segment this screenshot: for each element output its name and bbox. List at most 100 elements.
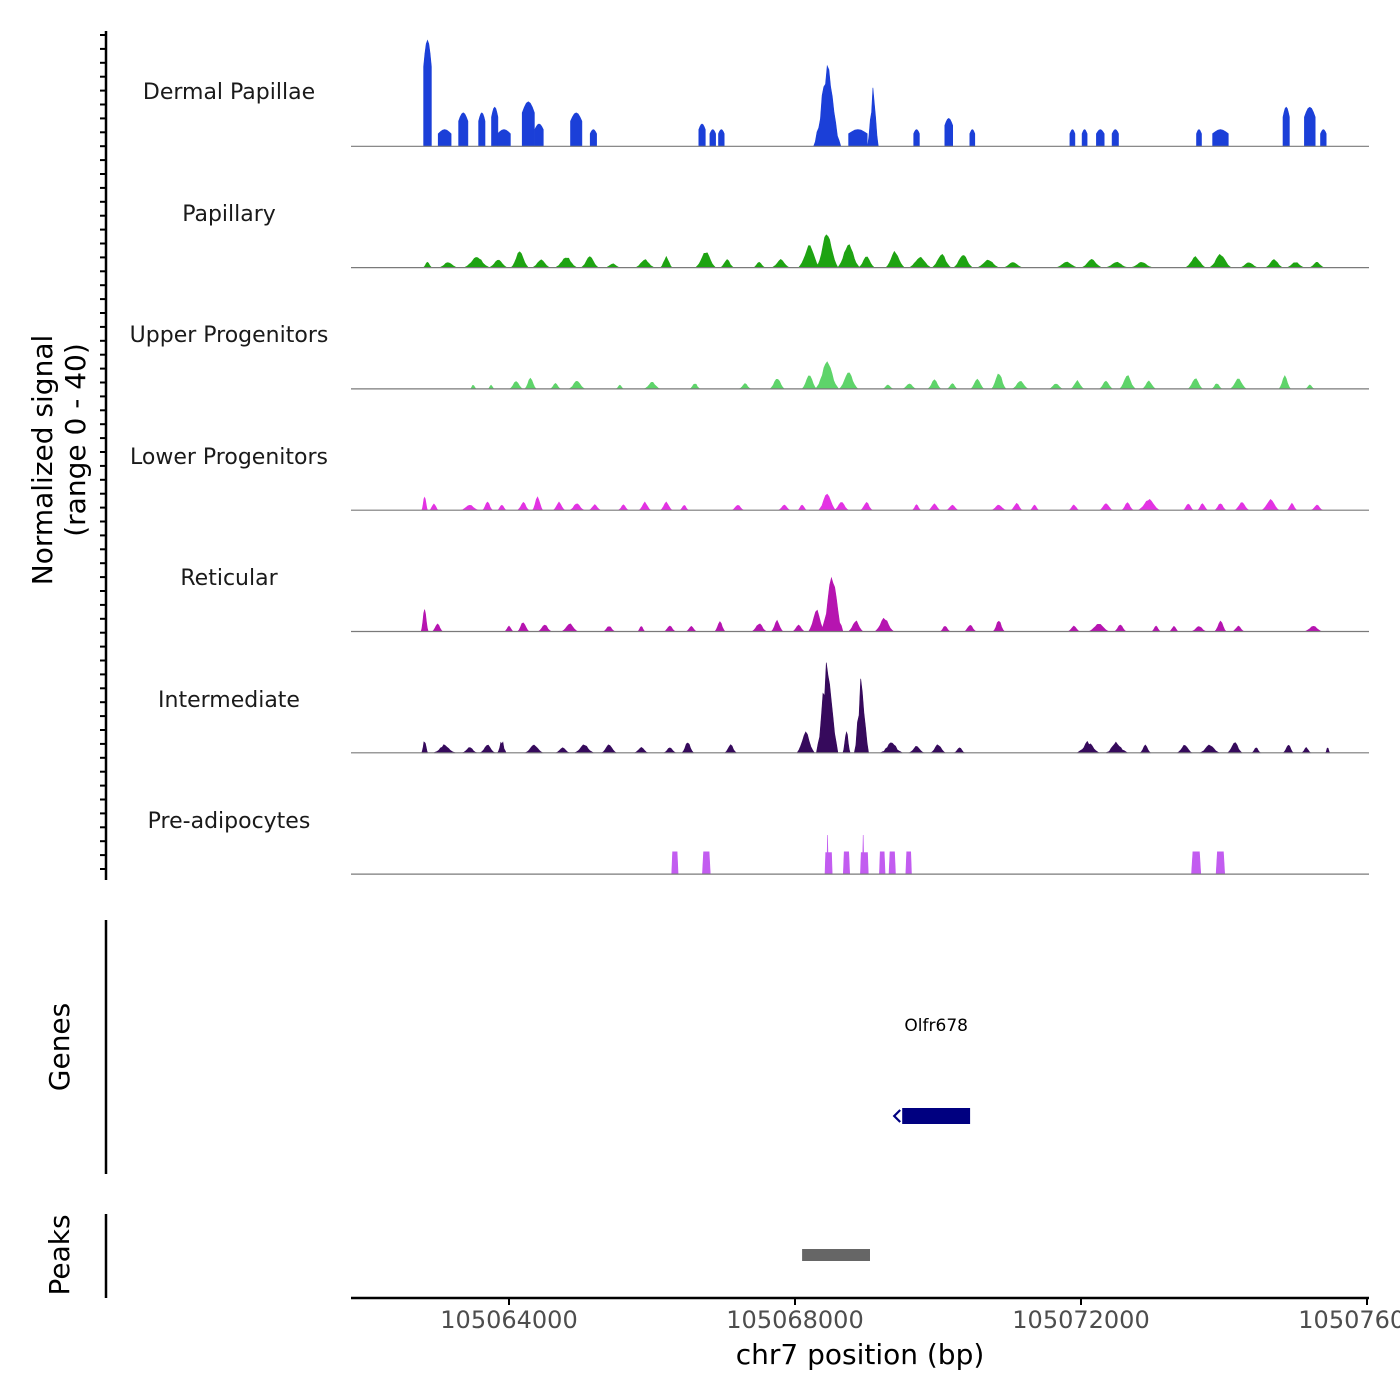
coverage-peak — [1118, 375, 1136, 390]
coverage-peak — [663, 625, 677, 632]
coverage-peak — [908, 745, 925, 754]
coverage-peak — [1210, 383, 1223, 390]
coverage-peak — [659, 501, 673, 511]
coverage-peak — [617, 504, 630, 511]
track-papillary — [351, 234, 1369, 269]
coverage-peak — [719, 259, 735, 268]
coverage-peak — [953, 747, 966, 754]
coverage-peak — [1286, 502, 1298, 511]
track-label-lower-progenitors: Lower Progenitors — [130, 445, 328, 470]
genes-panel-title: Genes — [43, 1003, 76, 1091]
coverage-peak — [433, 744, 456, 754]
coverage-peak — [1231, 625, 1246, 632]
x-tick-label: 105072000 — [1012, 1306, 1149, 1334]
coverage-peak — [479, 744, 496, 754]
coverage-peak — [724, 744, 738, 754]
coverage-peak — [560, 623, 579, 632]
coverage-peak — [634, 259, 656, 268]
coverage-peak — [589, 129, 597, 147]
coverage-peak — [508, 381, 524, 390]
coverage-peak — [702, 851, 711, 875]
coverage-peak — [1264, 259, 1284, 268]
coverage-peak — [491, 106, 499, 147]
coverage-peak — [678, 505, 690, 511]
coverage-peak — [815, 361, 840, 390]
x-axis-title: chr7 position (bp) — [736, 1338, 985, 1371]
coverage-peak — [1196, 129, 1202, 147]
coverage-peak — [1282, 744, 1295, 754]
coverage-peak — [1215, 851, 1226, 875]
coverage-peak — [663, 747, 677, 754]
gene-label: Olfr678 — [904, 1016, 968, 1036]
track-label-upper-progenitors: Upper Progenitors — [130, 323, 329, 348]
coverage-peak — [815, 234, 839, 268]
coverage-peak — [1324, 747, 1331, 754]
coverage-peak — [497, 741, 507, 754]
coverage-peak — [977, 259, 999, 268]
coverage-peak — [461, 504, 479, 511]
coverage-peak — [821, 576, 844, 632]
coverage-peak — [681, 742, 695, 754]
coverage-peak — [867, 87, 879, 147]
track-label-dermal-papillae: Dermal Papillae — [143, 80, 315, 105]
coverage-peak — [1139, 744, 1152, 754]
coverage-peak — [874, 617, 895, 632]
y-axis-title-line1: Normalized signal — [26, 335, 59, 586]
coverage-peak — [879, 742, 904, 754]
x-axis-ticks: 105064000 105068000 105072000 105076000 — [440, 1298, 1400, 1334]
coverage-peak — [685, 625, 698, 632]
coverage-peak — [1208, 253, 1232, 268]
coverage-peak — [848, 129, 868, 147]
coverage-peak — [1003, 262, 1023, 268]
coverage-peak — [879, 851, 886, 875]
coverage-peak — [1278, 375, 1292, 390]
coverage-peak — [939, 625, 952, 632]
coverage-peak — [600, 744, 618, 754]
coverage-peak — [797, 504, 808, 511]
coverage-peak — [797, 245, 821, 268]
coverage-peak — [1282, 106, 1290, 147]
coverage-peak — [1191, 626, 1207, 632]
coverage-peak — [462, 747, 477, 754]
coverage-peak — [1088, 623, 1110, 632]
x-tick-label: 105064000 — [440, 1306, 577, 1334]
coverage-peak — [464, 257, 491, 268]
coverage-peak — [860, 501, 873, 511]
coverage-peak — [1111, 129, 1119, 147]
coverage-peak — [1261, 498, 1280, 511]
coverage-peak — [423, 39, 432, 147]
track-lower-progenitors — [351, 493, 1369, 511]
coverage-peak — [1214, 620, 1227, 632]
coverage-peak — [534, 123, 544, 147]
coverage-peak — [1301, 747, 1312, 754]
track-upper-progenitors — [351, 361, 1369, 390]
coverage-peak — [842, 731, 851, 754]
peak-region — [802, 1249, 870, 1261]
coverage-peak — [532, 496, 544, 511]
coverage-peak — [905, 851, 912, 875]
coverage-peak — [580, 256, 600, 268]
coverage-peak — [633, 747, 648, 754]
coverage-peak — [524, 377, 537, 390]
coverage-peak — [1150, 625, 1162, 632]
coverage-peak — [1320, 129, 1327, 147]
coverage-peak — [568, 380, 586, 390]
track-label-intermediate: Intermediate — [158, 688, 300, 713]
coverage-peak — [638, 501, 652, 511]
coverage-peak — [602, 626, 616, 632]
coverage-peak — [510, 251, 529, 268]
coverage-peak — [1055, 261, 1078, 268]
coverage-peak — [1137, 498, 1161, 511]
coverage-peak — [1029, 504, 1040, 511]
signal-y-axis-ticks — [100, 34, 106, 870]
coverage-peak — [537, 624, 553, 632]
track-pre-adipocytes — [351, 834, 1369, 875]
coverage-peak — [1286, 262, 1305, 268]
coverage-peak — [428, 503, 439, 511]
coverage-peak — [431, 623, 444, 632]
coverage-peak — [549, 383, 562, 390]
coverage-peak — [927, 503, 942, 511]
coverage-peak — [885, 250, 906, 268]
coverage-peak — [1199, 744, 1221, 754]
coverage-peak — [671, 851, 679, 875]
